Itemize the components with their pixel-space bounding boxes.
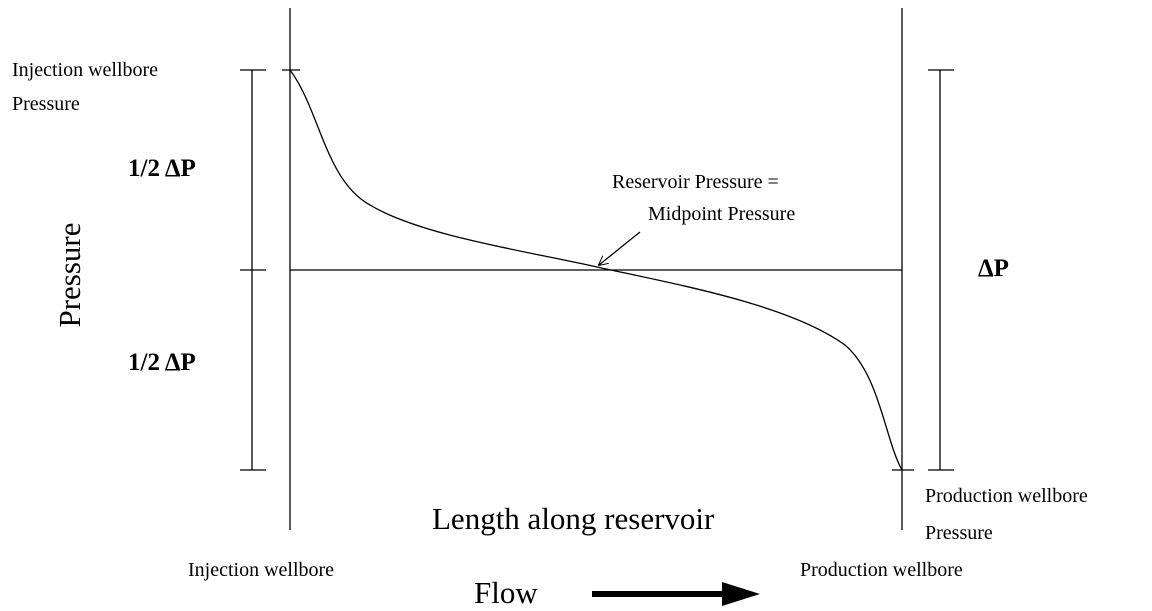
half-delta-label: 1/2 ΔP xyxy=(128,349,196,376)
left-bracket xyxy=(240,69,300,471)
right-bracket xyxy=(892,69,954,471)
flow-label: Flow xyxy=(474,575,538,610)
injection-wellbore-label: Injection wellbore xyxy=(188,559,334,581)
x-axis-label: Length along reservoir xyxy=(432,501,715,536)
midpoint-label: Reservoir Pressure = Midpoint Pressure xyxy=(612,171,795,225)
injection-pressure-label: Injection wellbore Pressure xyxy=(12,59,163,115)
delta-p-label: ΔP xyxy=(978,255,1009,282)
production-wellbore-label: Production wellbore xyxy=(800,559,963,581)
y-axis-label: Pressure xyxy=(52,222,87,327)
midpoint-arrow xyxy=(599,231,641,265)
production-pressure-label: Production wellbore Pressure xyxy=(925,485,1093,544)
half-delta-label: 1/2 ΔP xyxy=(128,155,196,182)
flow-arrow xyxy=(592,582,760,606)
pressure-curve xyxy=(289,69,903,471)
